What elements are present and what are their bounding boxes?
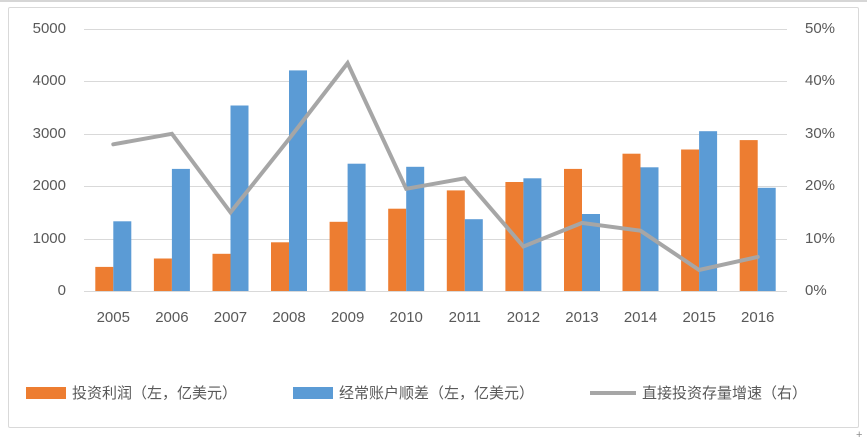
legend-item-fdi-stock-growth: 直接投资存量增速（右） bbox=[590, 382, 807, 403]
legend-item-current-account-surplus: 经常账户顺差（左，亿美元） bbox=[293, 382, 534, 403]
screen-top-edge bbox=[0, 0, 867, 2]
bar-2016-series0 bbox=[739, 140, 758, 291]
bar-2010-series1 bbox=[406, 166, 425, 291]
bar-2013-series0 bbox=[564, 168, 582, 291]
chart-frame bbox=[8, 7, 859, 428]
bar-2005-series0 bbox=[95, 266, 114, 291]
bar-2015-series0 bbox=[681, 149, 700, 291]
legend-label: 经常账户顺差（左，亿美元） bbox=[339, 385, 535, 402]
line-series-layer bbox=[111, 59, 760, 273]
legend-swatch-gray-line bbox=[590, 390, 637, 395]
legend-item-investment-profit: 投资利润（左，亿美元） bbox=[26, 382, 237, 403]
bar-2014-series1 bbox=[640, 167, 659, 291]
bar-2011-series0 bbox=[446, 190, 465, 291]
bar-2014-series0 bbox=[622, 153, 641, 291]
legend-swatch-orange-bar bbox=[26, 386, 66, 399]
bars-layer bbox=[95, 70, 776, 292]
bar-2012-series1 bbox=[523, 178, 542, 291]
bar-2015-series1 bbox=[699, 131, 718, 291]
bar-2009-series0 bbox=[329, 221, 348, 291]
bar-2011-series1 bbox=[464, 219, 483, 291]
bar-2009-series1 bbox=[347, 163, 366, 291]
legend-label: 投资利润（左，亿美元） bbox=[72, 385, 238, 402]
bar-2010-series0 bbox=[388, 208, 407, 291]
resize-handle-icon[interactable]: + bbox=[856, 429, 863, 441]
bar-2008-series0 bbox=[271, 242, 289, 291]
legend-swatch-blue-bar bbox=[293, 386, 334, 399]
bar-2006-series1 bbox=[171, 168, 190, 291]
legend: 投资利润（左，亿美元） 经常账户顺差（左，亿美元） 直接投资存量增速（右） bbox=[26, 382, 807, 403]
bar-2008-series1 bbox=[289, 70, 307, 292]
line-series bbox=[111, 59, 760, 273]
bar-2006-series0 bbox=[153, 258, 172, 291]
bar-2007-series0 bbox=[212, 253, 231, 291]
bar-2016-series1 bbox=[757, 187, 776, 291]
bar-2013-series1 bbox=[582, 214, 600, 291]
legend-label: 直接投资存量增速（右） bbox=[642, 385, 808, 402]
bar-2005-series1 bbox=[113, 221, 132, 291]
